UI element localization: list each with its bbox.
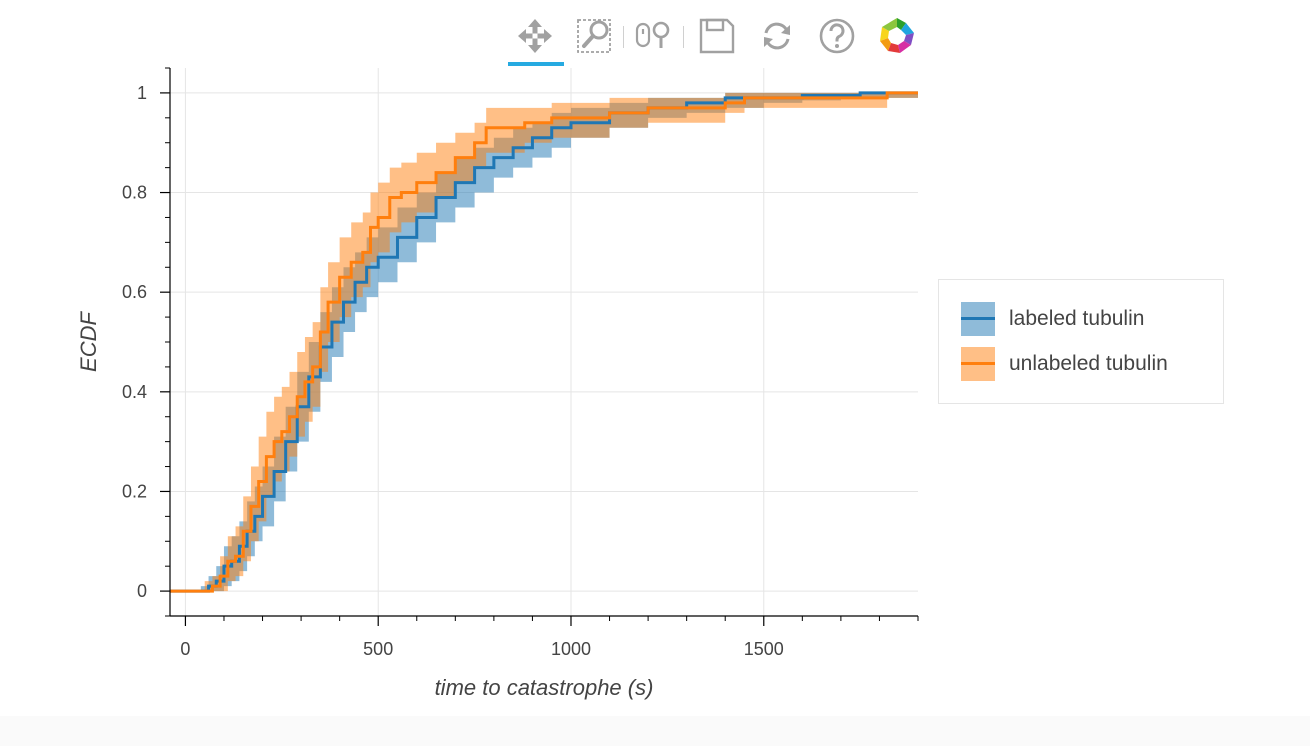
save-icon <box>699 18 735 54</box>
pan-icon <box>518 19 552 53</box>
confidence-band-0 <box>170 92 918 592</box>
x-tick-label: 1000 <box>551 639 591 659</box>
help-icon <box>819 18 855 54</box>
legend-label-labeled: labeled tubulin <box>1009 307 1145 330</box>
legend-glyph-unlabeled <box>959 347 997 381</box>
wheel-zoom-tool-button[interactable] <box>631 14 675 58</box>
legend-item-labeled[interactable]: labeled tubulin <box>959 302 1144 336</box>
x-tick-label: 1500 <box>744 639 784 659</box>
help-tool-button[interactable] <box>815 14 859 58</box>
y-tick-label: 0.2 <box>122 481 147 501</box>
legend-item-unlabeled[interactable]: unlabeled tubulin <box>959 347 1168 381</box>
footer-strip <box>0 716 1310 746</box>
toolbar-separator <box>683 26 684 48</box>
box-zoom-tool-button[interactable] <box>573 14 617 58</box>
x-axis-ticks: 0 500 1000 1500 <box>180 616 919 659</box>
reset-tool-button[interactable] <box>755 14 799 58</box>
bokeh-logo-icon <box>880 18 914 53</box>
y-tick-label: 0.6 <box>122 282 147 302</box>
bokeh-logo-link[interactable] <box>875 14 919 58</box>
x-tick-label: 500 <box>363 639 393 659</box>
x-tick-label: 0 <box>180 639 190 659</box>
y-tick-label: 0.8 <box>122 183 147 203</box>
legend: labeled tubulin unlabeled tubulin <box>938 279 1224 404</box>
legend-label-unlabeled: unlabeled tubulin <box>1009 352 1168 375</box>
box-zoom-icon <box>577 19 611 53</box>
x-axis-label: time to catastrophe (s) <box>435 675 654 700</box>
ecdf-lines <box>170 91 918 593</box>
legend-glyph-labeled <box>959 302 997 336</box>
y-tick-label: 1 <box>137 83 147 103</box>
y-axis-label: ECDF <box>76 310 101 371</box>
save-tool-button[interactable] <box>695 14 739 58</box>
active-tool-indicator <box>508 62 564 66</box>
confidence-band-1 <box>170 92 918 592</box>
y-tick-label: 0.4 <box>122 382 147 402</box>
toolbar-separator <box>623 26 624 48</box>
ecdf-line-1 <box>170 91 918 593</box>
confidence-bands <box>170 92 918 592</box>
ecdf-line-0 <box>170 91 918 593</box>
y-tick-label: 0 <box>137 581 147 601</box>
pan-tool-button[interactable] <box>513 14 557 58</box>
y-axis-ticks: 0 0.2 0.4 0.6 0.8 1 <box>122 67 170 617</box>
reset-icon <box>764 22 790 50</box>
wheel-zoom-icon <box>635 21 670 48</box>
